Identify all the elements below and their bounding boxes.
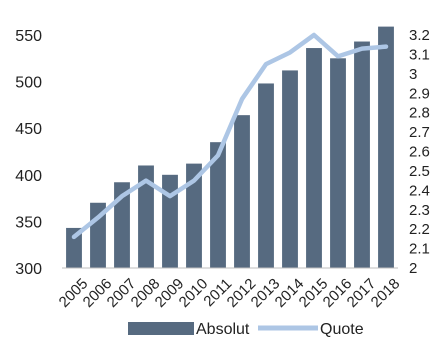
bar-2007 (114, 182, 130, 268)
right-tick-2.9: 2.9 (409, 85, 430, 102)
right-tick-2.7: 2.7 (409, 124, 430, 141)
legend-label-quote: Quote (320, 321, 364, 338)
left-tick-550: 550 (15, 28, 42, 45)
bar-2005 (66, 227, 82, 268)
bar-2016 (330, 58, 346, 268)
right-tick-3: 3 (409, 66, 417, 83)
right-tick-2.5: 2.5 (409, 163, 430, 180)
legend: Absolut Quote (128, 321, 364, 338)
x-axis-ticks: 2005200620072008200920102011201220132014… (56, 275, 404, 311)
bar-2013 (258, 83, 274, 269)
right-tick-2.6: 2.6 (409, 144, 430, 161)
bar-2014 (282, 70, 298, 268)
left-tick-350: 350 (15, 214, 42, 231)
right-tick-2.1: 2.1 (409, 241, 430, 258)
left-tick-450: 450 (15, 121, 42, 138)
left-tick-300: 300 (15, 261, 42, 278)
right-tick-2.4: 2.4 (409, 182, 430, 199)
right-tick-2.3: 2.3 (409, 202, 430, 219)
left-axis-ticks: 300 350 400 450 500 550 (15, 28, 42, 278)
x-tick-2018: 2018 (368, 275, 404, 311)
right-axis-ticks: 2 2.1 2.2 2.3 2.4 2.5 2.6 2.7 2.8 2.9 3 3.1 3.2 (409, 27, 430, 277)
bar-2009 (162, 174, 178, 268)
bar-2008 (138, 165, 154, 268)
bar-2015 (306, 48, 322, 268)
right-tick-2.2: 2.2 (409, 221, 430, 238)
quote-line (71, 32, 389, 240)
bar-2017 (354, 41, 370, 268)
bar-2012 (234, 115, 250, 268)
left-tick-500: 500 (15, 75, 42, 92)
bar-2011 (210, 142, 226, 268)
right-tick-3.1: 3.1 (409, 46, 430, 63)
bar-2010 (186, 163, 202, 268)
right-tick-3.2: 3.2 (409, 27, 430, 44)
right-tick-2.8: 2.8 (409, 105, 430, 122)
bar-2018 (378, 26, 394, 268)
left-tick-400: 400 (15, 168, 42, 185)
legend-label-absolut: Absolut (196, 321, 250, 338)
right-tick-2: 2 (409, 260, 417, 277)
line-layer (71, 32, 389, 240)
legend-swatch-absolut (128, 322, 194, 335)
bars-layer (66, 26, 394, 269)
